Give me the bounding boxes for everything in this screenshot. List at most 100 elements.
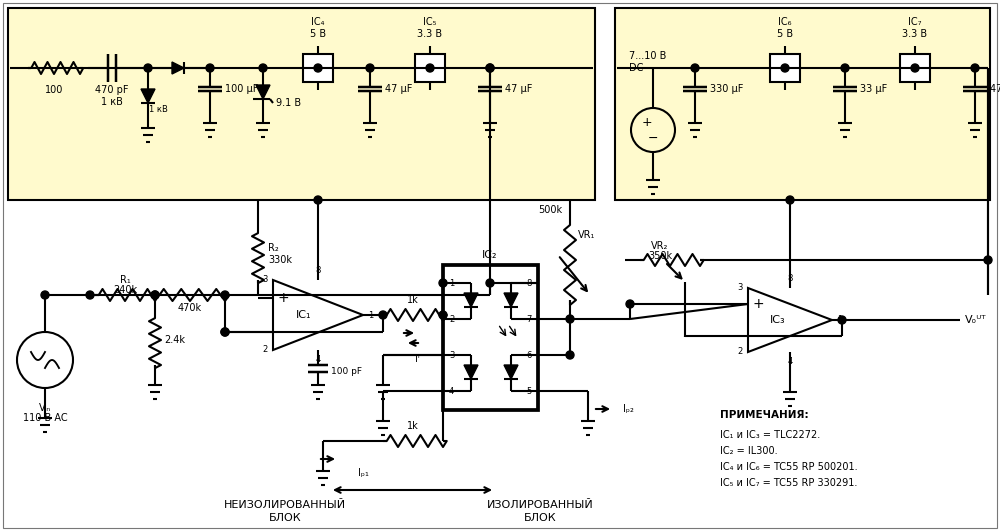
Text: −: − (648, 132, 658, 144)
Text: 1 кВ: 1 кВ (149, 106, 167, 115)
Text: 1 кВ: 1 кВ (101, 97, 123, 107)
Text: 3: 3 (449, 350, 454, 359)
Circle shape (221, 328, 229, 336)
Text: 5 В: 5 В (310, 29, 326, 39)
Bar (443, 265, 538, 410)
Text: 4: 4 (315, 355, 321, 364)
Circle shape (566, 315, 574, 323)
Circle shape (144, 64, 152, 72)
Text: ИЗОЛИРОВАННЫЙ: ИЗОЛИРОВАННЫЙ (487, 500, 593, 510)
Text: IC₆: IC₆ (778, 17, 792, 27)
Text: 3: 3 (738, 284, 743, 293)
Circle shape (314, 64, 322, 72)
Text: 1: 1 (368, 311, 373, 320)
Text: IC₇: IC₇ (908, 17, 922, 27)
Text: 2: 2 (449, 314, 454, 323)
Text: 8: 8 (787, 274, 793, 283)
Text: 470 pF: 470 pF (95, 85, 129, 95)
Text: 1: 1 (449, 278, 454, 287)
Text: 100 pF: 100 pF (331, 367, 362, 376)
Circle shape (314, 196, 322, 204)
Polygon shape (172, 62, 184, 74)
Text: IC₅: IC₅ (423, 17, 437, 27)
Bar (900, 54, 930, 82)
Polygon shape (464, 365, 478, 379)
Text: 8: 8 (527, 278, 532, 287)
Text: 47 μF: 47 μF (385, 84, 412, 94)
Text: −: − (752, 329, 764, 343)
Bar (415, 54, 445, 82)
Text: Iₚ₂: Iₚ₂ (623, 404, 633, 414)
Text: VR₁: VR₁ (578, 230, 595, 240)
Polygon shape (256, 85, 270, 99)
Text: 1: 1 (837, 315, 842, 324)
Circle shape (838, 316, 846, 324)
Text: Iₚ₁: Iₚ₁ (358, 468, 368, 478)
Text: 240k: 240k (113, 285, 137, 295)
Text: 350k: 350k (648, 251, 672, 261)
Circle shape (911, 64, 919, 72)
Text: 330 μF: 330 μF (710, 84, 743, 94)
Circle shape (41, 291, 49, 299)
Text: IC₂ = IL300.: IC₂ = IL300. (720, 446, 778, 456)
Polygon shape (141, 89, 155, 103)
Circle shape (566, 351, 574, 359)
Circle shape (971, 64, 979, 72)
Text: Vₒᵁᵀ: Vₒᵁᵀ (965, 315, 987, 325)
Text: +: + (277, 291, 289, 305)
Text: 4: 4 (449, 387, 454, 396)
Text: VR₂: VR₂ (651, 241, 669, 251)
Circle shape (486, 64, 494, 72)
Text: 1k: 1k (407, 421, 419, 431)
Circle shape (259, 64, 267, 72)
Text: IC₁ и IC₃ = TLC2272.: IC₁ и IC₃ = TLC2272. (720, 430, 820, 440)
Text: 330k: 330k (268, 255, 292, 265)
Text: Vᴵₙ: Vᴵₙ (39, 403, 51, 413)
Circle shape (781, 64, 789, 72)
Text: Iᶠ: Iᶠ (415, 354, 421, 364)
Text: 100 μF: 100 μF (225, 84, 258, 94)
Circle shape (426, 64, 434, 72)
Circle shape (626, 300, 634, 308)
Text: 100: 100 (45, 85, 63, 95)
Circle shape (86, 291, 94, 299)
Text: IC₄ и IC₆ = TC55 RP 500201.: IC₄ и IC₆ = TC55 RP 500201. (720, 462, 858, 472)
Text: 500k: 500k (538, 205, 562, 215)
Text: НЕИЗОЛИРОВАННЫЙ: НЕИЗОЛИРОВАННЫЙ (224, 500, 346, 510)
Circle shape (439, 311, 447, 319)
Text: IC₁: IC₁ (296, 310, 312, 320)
Circle shape (691, 64, 699, 72)
Text: 47 μF: 47 μF (505, 84, 532, 94)
Text: 2: 2 (263, 346, 268, 355)
Circle shape (151, 291, 159, 299)
Bar (615, 8, 990, 200)
Polygon shape (504, 293, 518, 307)
Text: R₂: R₂ (268, 243, 279, 253)
Text: 3.3 В: 3.3 В (902, 29, 928, 39)
Text: IC₄: IC₄ (311, 17, 325, 27)
Circle shape (379, 311, 387, 319)
Text: 3: 3 (263, 276, 268, 285)
Text: −: − (277, 325, 289, 339)
Polygon shape (464, 293, 478, 307)
Text: R₁: R₁ (120, 275, 130, 285)
Bar (8, 8, 595, 200)
Text: 110 В AC: 110 В AC (23, 413, 67, 423)
Polygon shape (504, 365, 518, 379)
Text: 470k: 470k (178, 303, 202, 313)
Text: IC₃: IC₃ (770, 315, 786, 325)
Circle shape (486, 279, 494, 287)
Text: 3.3 В: 3.3 В (417, 29, 443, 39)
Circle shape (841, 64, 849, 72)
Text: 33 μF: 33 μF (860, 84, 887, 94)
Text: 9.1 В: 9.1 В (276, 98, 301, 108)
Text: 1k: 1k (407, 295, 419, 305)
Text: ПРИМЕЧАНИЯ:: ПРИМЕЧАНИЯ: (720, 410, 809, 420)
Circle shape (221, 328, 229, 336)
Text: 2.4k: 2.4k (164, 335, 185, 345)
Text: 47 μF: 47 μF (990, 84, 1000, 94)
Circle shape (786, 196, 794, 204)
Circle shape (439, 279, 447, 287)
Bar (303, 54, 333, 82)
Text: 8: 8 (315, 266, 321, 275)
